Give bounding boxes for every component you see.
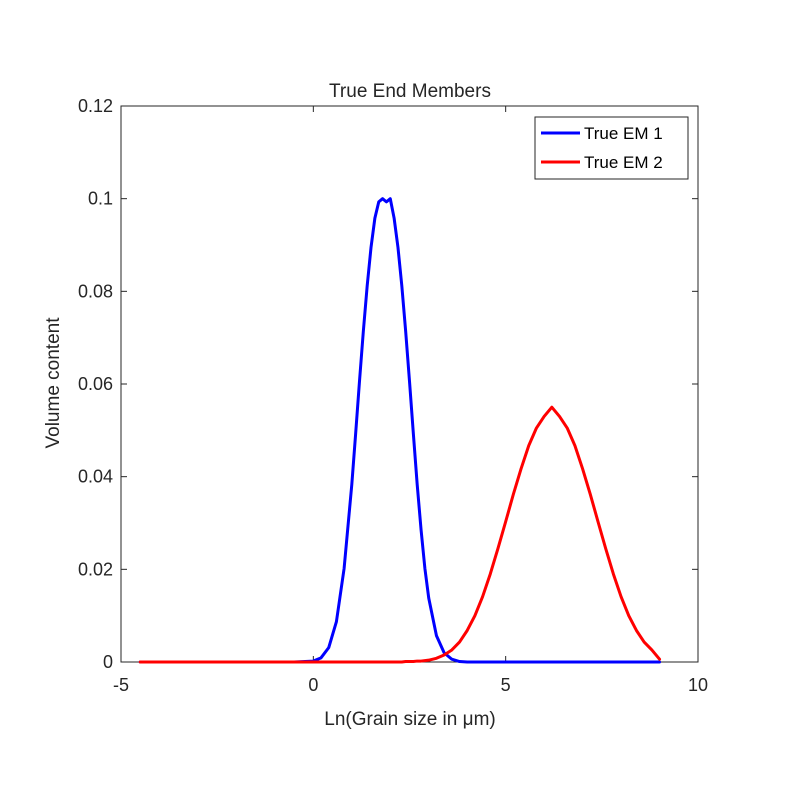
y-tick-label: 0.04: [78, 467, 113, 487]
x-tick-label: 5: [501, 675, 511, 695]
chart-title: True End Members: [329, 81, 491, 102]
y-tick-label: 0.12: [78, 96, 113, 116]
x-tick-labels: -5 0 5 10: [113, 675, 708, 695]
legend: True EM 1 True EM 2: [534, 116, 689, 180]
x-tick-label: -5: [113, 675, 129, 695]
series-layer: [138, 197, 662, 664]
y-tick-label: 0.06: [78, 374, 113, 394]
series-line-em1: [138, 197, 662, 664]
x-tick-label: 0: [308, 675, 318, 695]
legend-box: [534, 116, 689, 180]
y-tick-label: 0.1: [88, 189, 113, 209]
y-axis-label: Volume content: [43, 317, 64, 449]
legend-label-em1: True EM 1: [584, 124, 663, 143]
legend-label-em2: True EM 2: [584, 153, 663, 172]
y-tick-labels: 0 0.02 0.04 0.06 0.08 0.1 0.12: [78, 96, 113, 672]
series-line-em2: [138, 405, 662, 664]
x-axis-label: Ln(Grain size in μm): [324, 709, 495, 730]
plot-area: [120, 105, 699, 664]
y-tick-label: 0.02: [78, 559, 113, 579]
x-tick-label: 10: [688, 675, 708, 695]
y-tick-label: 0.08: [78, 281, 113, 301]
tick-marks: [120, 105, 699, 663]
y-tick-label: 0: [103, 652, 113, 672]
